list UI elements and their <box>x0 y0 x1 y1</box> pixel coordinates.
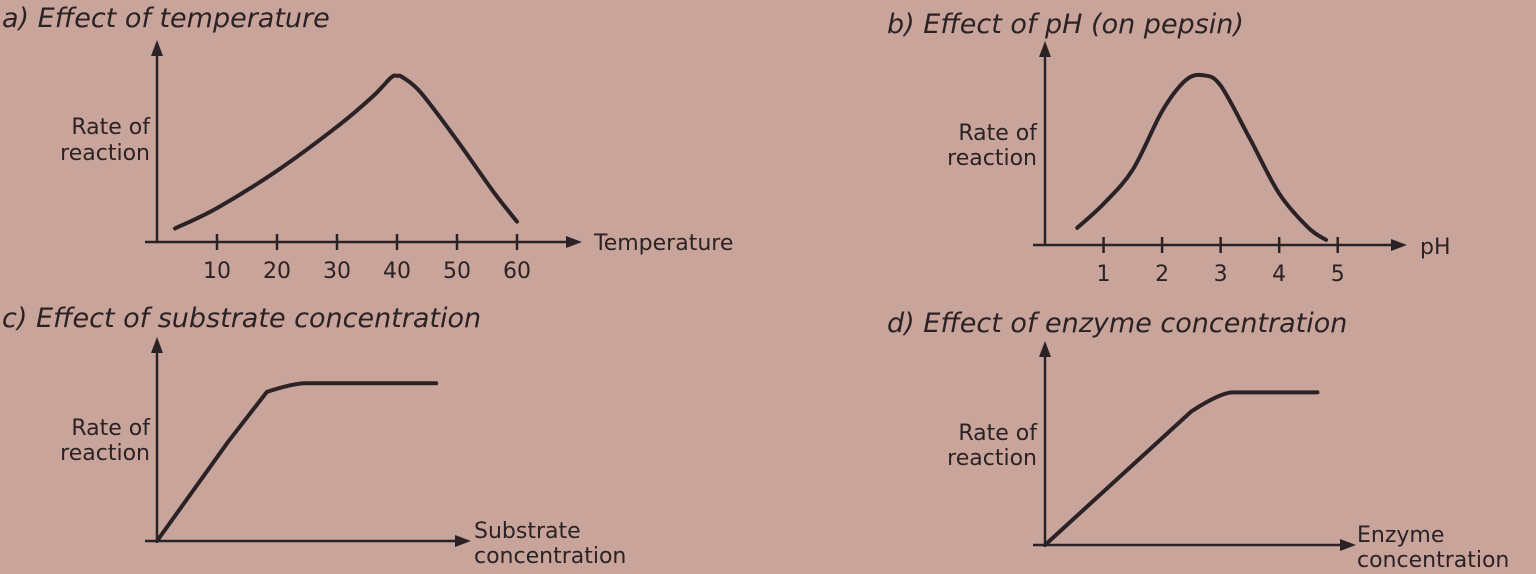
y-axis-arrow <box>1039 41 1051 57</box>
x-axis-label: pH <box>1420 235 1451 260</box>
y-axis-label: Rate of <box>958 121 1038 146</box>
x-tick-label: 5 <box>1331 262 1345 287</box>
x-tick-label: 4 <box>1272 262 1286 287</box>
x-tick-label: 20 <box>263 259 291 284</box>
y-axis-label: reaction <box>947 446 1037 471</box>
x-axis-arrow <box>455 535 471 547</box>
chart-title: b) Effect of pH (on pepsin) <box>887 9 1244 40</box>
x-tick-label: 2 <box>1155 262 1169 287</box>
x-tick-label: 40 <box>383 259 411 284</box>
chart-title: d) Effect of enzyme concentration <box>887 308 1347 339</box>
x-axis-label: concentration <box>474 544 626 569</box>
series-line <box>1075 72 1329 242</box>
x-tick-label: 60 <box>503 259 531 284</box>
y-axis-arrow <box>151 40 163 56</box>
y-axis-label: Rate of <box>71 115 151 140</box>
y-axis-label: reaction <box>947 146 1037 171</box>
series-line <box>1043 390 1320 547</box>
x-tick-label: 10 <box>203 259 231 284</box>
x-axis-arrow <box>1340 539 1356 551</box>
x-axis-label: Temperature <box>593 231 733 256</box>
x-axis-label: concentration <box>1357 548 1509 573</box>
chart-ph: b) Effect of pH (on pepsin) Rate ofreacti… <box>887 9 1451 287</box>
series-line <box>155 381 439 543</box>
chart-enzyme: d) Effect of enzyme concentration Rate of… <box>887 308 1509 573</box>
y-axis-label: Rate of <box>958 421 1038 446</box>
chart-substrate: c) Effect of substrate concentration Rate… <box>2 303 626 569</box>
y-axis-arrow <box>1039 341 1051 357</box>
x-axis-arrow <box>566 236 582 248</box>
y-axis-label: Rate of <box>71 416 151 441</box>
y-axis-label: reaction <box>60 441 150 466</box>
chart-title: a) Effect of temperature <box>2 3 330 34</box>
y-axis-label: reaction <box>60 141 150 166</box>
x-axis-label: Substrate <box>474 519 581 544</box>
x-tick-label: 1 <box>1097 262 1111 287</box>
x-tick-label: 3 <box>1214 262 1228 287</box>
y-axis-arrow <box>151 337 163 353</box>
x-tick-label: 50 <box>443 259 471 284</box>
x-axis-arrow <box>1391 239 1407 251</box>
x-tick-label: 30 <box>323 259 351 284</box>
series-line <box>173 73 519 231</box>
x-axis-label: Enzyme <box>1357 523 1444 548</box>
chart-title: c) Effect of substrate concentration <box>2 303 481 334</box>
